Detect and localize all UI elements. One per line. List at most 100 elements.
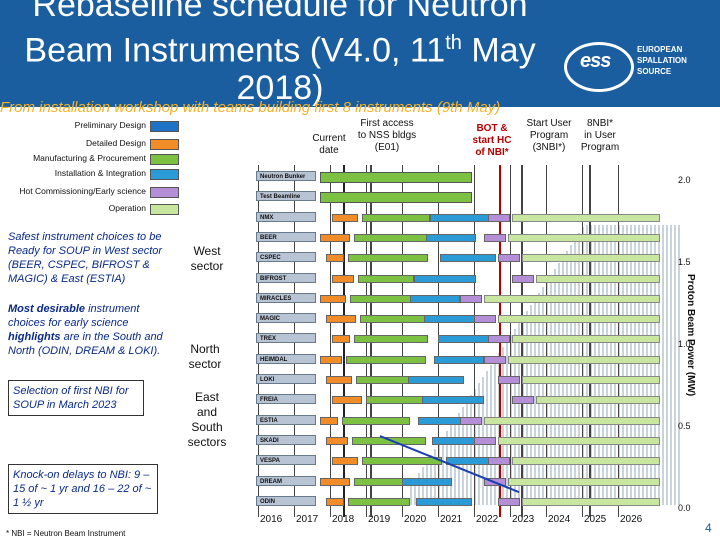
east-south-sector-label: East and South sectors [187,390,227,449]
phase-bar [358,274,414,283]
instrument-row-label: DREAM [256,475,316,486]
year-tick-label: 2017 [296,514,319,525]
operation-bar [522,254,660,263]
eight-nbi-label: 8NBI* in User Program [580,118,620,153]
legend-label: Manufacturing & Procurement [33,153,146,163]
phase-bar [354,335,428,344]
year-tick-label: 2026 [620,514,643,525]
instrument-row-label: TREX [256,333,316,344]
legend-label: Installation & Integration [54,168,146,178]
beam-power-bar [502,347,504,505]
start-user-program-label: Start User Program (3NBI*) [526,118,572,153]
subtitle: From installation workshop with teams bu… [0,99,501,116]
year-tick-label: 2022 [476,514,499,525]
beam-power-bar [570,245,572,505]
beam-power-bar [462,407,464,505]
year-tick-label: 2018 [332,514,355,525]
phase-bar [326,254,344,263]
beam-power-bar [474,389,476,505]
title-line-3: 2018) [236,69,324,108]
beam-power-bar [414,479,416,505]
legend-swatch [150,139,179,150]
note-safest-choices: Safest instrument choices to be Ready fo… [8,231,163,285]
instrument-row-label: SKADI [256,434,316,445]
beam-power-bar [410,485,412,505]
legend-swatch [150,187,179,198]
phase-bar [320,477,350,486]
beam-power-bar [466,401,468,505]
phase-bar [326,315,356,324]
infrastructure-bar [320,172,472,183]
phase-bar [484,355,506,364]
beam-power-bar [526,311,528,505]
beam-power-bar [650,225,652,505]
instrument-row-label: ESTIA [256,414,316,425]
page-number: 4 [705,521,712,535]
year-gridline [330,165,331,517]
phase-bar [360,315,428,324]
operation-bar [522,497,660,506]
phase-bar [474,315,496,324]
phase-bar [460,416,482,425]
beam-power-bar [622,225,624,505]
legend-swatch [150,169,179,180]
beam-power-bar [586,225,588,505]
operation-bar [508,233,660,242]
beam-power-bar [610,225,612,505]
power-tick-label: 2.0 [678,175,691,185]
legend-label: Operation [108,203,146,213]
gantt-chart: 2016 2017 2018 2019 2020 2021 2022 2023 2024 2025… [240,165,702,531]
phase-bar [326,376,352,384]
phase-bar [348,254,428,263]
beam-power-bar [638,225,640,505]
operation-bar [512,213,660,222]
legend-swatch [150,121,179,132]
instrument-row-label: HEIMDAL [256,353,316,364]
phase-bar [332,335,350,344]
power-tick-label: 1.0 [678,339,691,349]
phase-bar [366,396,428,405]
instrument-row-label: NMX [256,211,316,222]
beam-power-bar [678,225,680,505]
instrument-row-label: MAGIC [256,313,316,324]
beam-power-bar [542,287,544,505]
beam-power-bar [634,225,636,505]
phase-bar [484,233,506,242]
legend-label: Detailed Design [85,138,146,148]
note-first-nbi-selection: Selection of first NBI for SOUP in March… [8,380,144,416]
phase-bar [488,335,510,344]
phase-bar [320,355,342,364]
beam-power-bar [522,317,524,505]
beam-power-bar [518,323,520,505]
beam-power-bar [594,225,596,505]
ess-logo-icon [564,42,634,92]
instrument-row-label: ODIN [256,495,316,506]
phase-bar [348,497,410,506]
power-tick-label: 1.5 [678,257,691,267]
phase-bar [498,497,520,506]
phase-bar [332,274,354,283]
phase-bar [332,457,358,466]
phase-bar [410,294,460,303]
phase-bar [488,213,510,222]
year-tick-label: 2024 [548,514,571,525]
operation-bar [498,436,660,445]
phase-bar [332,213,358,222]
legend-swatch [150,154,179,165]
beam-power-bar [630,225,632,505]
phase-bar [326,497,344,506]
phase-bar [426,233,476,242]
west-sector-label: West sector [190,244,224,273]
phase-bar [498,254,520,263]
phase-bar [320,416,338,425]
phase-bar [350,294,412,303]
phase-bar [362,457,442,466]
phase-bar [422,396,484,405]
current-date-label: Current date [312,133,346,156]
beam-power-bar [530,305,532,505]
beam-power-bar [606,225,608,505]
year-tick-label: 2019 [368,514,391,525]
phase-bar [474,436,496,445]
instrument-row-label: Neutron Bunker [256,171,316,181]
phase-bar [430,213,492,222]
